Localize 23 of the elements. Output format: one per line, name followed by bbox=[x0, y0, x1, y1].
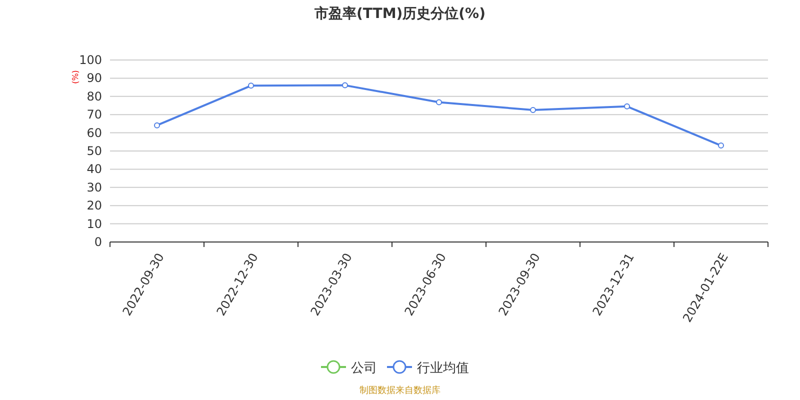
legend-label: 行业均值 bbox=[417, 361, 469, 376]
point bbox=[530, 107, 536, 114]
y-tick-label: 70 bbox=[86, 108, 102, 122]
y-tick-label: 90 bbox=[86, 71, 102, 86]
point bbox=[248, 82, 254, 89]
y-tick-label: 40 bbox=[86, 162, 102, 176]
y-tick-label: 60 bbox=[86, 126, 102, 140]
point bbox=[624, 103, 630, 110]
y-tick-label: 50 bbox=[86, 144, 102, 158]
y-tick-label: 30 bbox=[86, 180, 102, 194]
point bbox=[436, 99, 442, 106]
text: 制图数据来自数据库 bbox=[360, 385, 440, 396]
y-tick-label: 80 bbox=[86, 89, 102, 104]
legend-label: 公司 bbox=[351, 361, 377, 376]
point bbox=[718, 142, 724, 149]
chart-title: 市盈率(TTM)历史分位(%) bbox=[314, 5, 486, 22]
y-tick-label: 10 bbox=[86, 216, 102, 231]
point bbox=[154, 122, 160, 128]
point bbox=[342, 82, 348, 88]
y-tick-label: 0 bbox=[94, 235, 102, 249]
y-axis-title: (%) bbox=[71, 70, 80, 84]
y-tick-label: 100 bbox=[79, 53, 102, 67]
y-tick-label: 20 bbox=[86, 198, 102, 213]
